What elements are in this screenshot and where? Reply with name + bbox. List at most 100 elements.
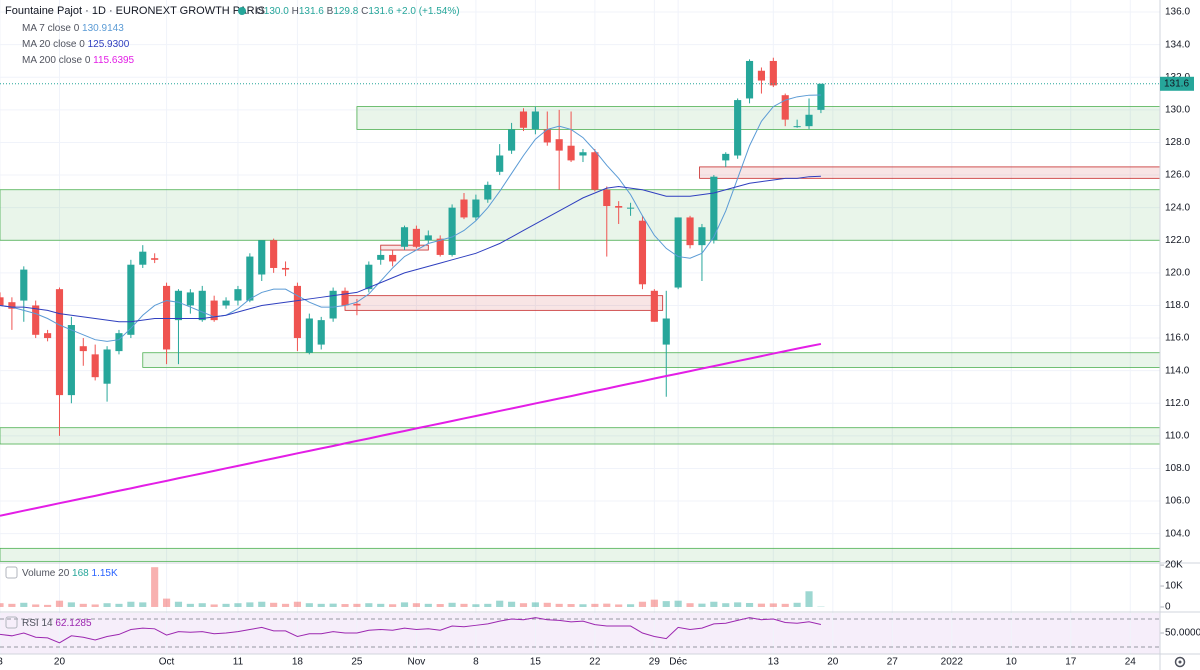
volume-bar <box>400 602 409 607</box>
y-tick-label: 124.0 <box>1165 202 1190 213</box>
candle-body <box>151 258 159 260</box>
marks <box>0 57 1161 648</box>
ohlc-key: B <box>327 6 334 17</box>
candle-body <box>0 297 4 306</box>
x-tick-label: 25 <box>351 657 363 668</box>
grid <box>0 0 1164 654</box>
candle-body <box>365 264 373 290</box>
collapse-button[interactable] <box>5 566 18 579</box>
x-tick-label: Nov <box>408 657 426 668</box>
volume-bar <box>531 602 539 607</box>
candle-body <box>8 302 16 309</box>
candle-body <box>281 267 290 270</box>
y-tick-label: 110.0 <box>1165 431 1190 442</box>
candle-body <box>484 184 492 200</box>
settings-icon[interactable] <box>1174 656 1186 668</box>
candle-body <box>615 206 623 208</box>
x-tick-label: 17 <box>1065 657 1077 668</box>
volume-bar <box>151 567 159 607</box>
x-tick-label: 10 <box>1006 657 1018 668</box>
volume-bar <box>460 603 468 607</box>
volume-bar <box>638 601 647 607</box>
moving-average <box>0 342 822 517</box>
zone <box>142 352 1161 368</box>
volume-bar <box>484 603 492 607</box>
x-tick-label: 18 <box>292 657 304 668</box>
candle-body <box>412 228 420 247</box>
y-tick-label: 104.0 <box>1165 528 1190 539</box>
candle-body <box>210 300 218 321</box>
candle-body <box>44 333 52 339</box>
volume-bar <box>162 598 171 607</box>
volume-bar <box>91 604 99 607</box>
volume-bar <box>424 603 432 607</box>
volume-bar <box>44 604 52 607</box>
candle-body <box>579 152 587 156</box>
volume-bar <box>246 602 254 607</box>
candle-body <box>555 139 563 151</box>
overlay-name: MA 200 close 0 <box>22 55 91 66</box>
volume-bar <box>210 604 218 607</box>
volume-bar <box>341 604 349 607</box>
last-price-box <box>1160 76 1194 91</box>
volume-bar <box>508 601 516 607</box>
x-tick-label: 20 <box>54 657 66 668</box>
candle-body <box>722 153 730 161</box>
volume-ma-value: 1.15K <box>92 568 118 579</box>
volume-bar <box>793 602 801 607</box>
candle-body <box>32 305 40 335</box>
candle-body <box>519 111 528 128</box>
candle-body <box>258 240 266 275</box>
overlay-name: MA 7 close 0 <box>22 23 80 34</box>
candle-body <box>757 70 766 81</box>
last-price-label: 131.6 <box>1164 78 1189 89</box>
x-tick-label: 27 <box>887 657 899 668</box>
volume-bar <box>103 603 111 607</box>
moving-average <box>0 94 821 342</box>
rsi-value: 62.1285 <box>55 618 92 629</box>
y-tick-label: 106.0 <box>1165 496 1190 507</box>
candle-body <box>591 152 599 190</box>
candle-body <box>769 60 777 86</box>
candle-body <box>234 289 242 301</box>
candle-body <box>55 289 64 396</box>
ohlc-key: C <box>361 6 368 17</box>
zone <box>356 106 1161 130</box>
volume-bar <box>20 602 28 607</box>
zone <box>0 189 1161 241</box>
volume-legend: Volume 20 168 1.15K <box>22 568 118 579</box>
volume-bar <box>115 603 123 607</box>
zone <box>699 166 1161 179</box>
collapse-button[interactable] <box>5 616 18 629</box>
volume-bar <box>8 603 16 607</box>
volume-bar <box>519 603 528 607</box>
volume-bar <box>174 601 183 607</box>
y-tick-label: 108.0 <box>1165 463 1190 474</box>
x-tick-label: 20 <box>827 657 839 668</box>
volume-bar <box>353 603 361 607</box>
volume-title: Volume 20 <box>22 568 70 579</box>
y-tick-label: 130.0 <box>1165 105 1190 116</box>
gear-hub <box>1178 660 1182 664</box>
y-tick-label: 126.0 <box>1165 170 1190 181</box>
volume-bar <box>365 603 373 607</box>
candle-body <box>305 318 313 353</box>
volume-bar <box>222 603 230 607</box>
volume-bar <box>281 603 290 607</box>
volume-bar <box>805 591 813 607</box>
ohlc-value: 131.6 <box>368 6 393 17</box>
ohlc-change: +2.0 (+1.54%) <box>396 6 459 17</box>
candle-body <box>424 235 432 241</box>
overlay-legend: MA 20 close 0 125.9300 <box>22 39 130 50</box>
volume-bar <box>234 603 242 607</box>
zone <box>344 295 664 311</box>
overlay-legend: MA 200 close 0 115.6395 <box>22 55 135 66</box>
rsi-line <box>0 617 822 644</box>
overlay-name: MA 20 close 0 <box>22 39 85 50</box>
volume-bar <box>79 603 87 607</box>
zone <box>0 547 1161 562</box>
candle-body <box>186 292 194 306</box>
volume-bar <box>757 603 766 607</box>
x-tick-label: Oct <box>159 657 175 668</box>
